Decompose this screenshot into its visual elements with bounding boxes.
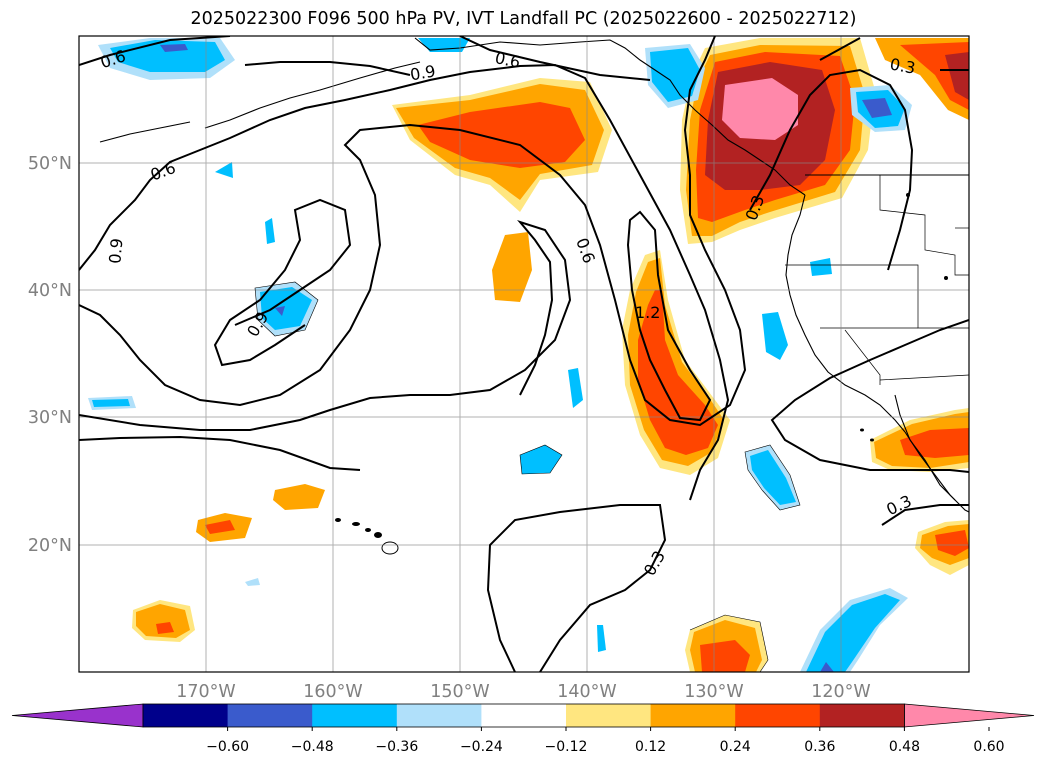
lon-label: 170°W: [176, 682, 235, 702]
lon-label: 130°W: [684, 682, 743, 702]
pv-shading: [88, 38, 969, 672]
colorbar-tick-label: 0.12: [635, 739, 666, 755]
lon-label: 150°W: [430, 682, 489, 702]
colorbar-tick-label: 0.48: [889, 739, 920, 755]
contour-label: 0.6: [572, 235, 599, 265]
colorbar-tick-label: −0.12: [545, 739, 588, 755]
contour-label: 1.2: [635, 303, 660, 322]
contour-label: 0.9: [105, 237, 126, 264]
colorbar-segment: [143, 704, 229, 727]
colorbar-tick-label: −0.36: [375, 739, 418, 755]
colorbar-segment: [904, 703, 1035, 728]
colorbar-tick-label: −0.24: [460, 739, 503, 755]
contour-label: 0.3: [888, 55, 916, 78]
colorbar-tick-label: −0.48: [291, 739, 334, 755]
colorbar-segment: [566, 704, 652, 727]
contour-label: 0.6: [493, 48, 522, 72]
colorbar-tick-label: 0.36: [804, 739, 835, 755]
lon-label: 160°W: [303, 682, 362, 702]
colorbar-frame: [142, 703, 905, 728]
colorbar-segment: [650, 704, 736, 727]
gridlines: [79, 36, 969, 672]
colorbar-segment: [735, 704, 821, 727]
colorbar-segment: [396, 704, 482, 727]
map-title: 2025022300 F096 500 hPa PV, IVT Landfall…: [190, 9, 857, 29]
coastlines: [99, 37, 969, 513]
contour-label: 0.6: [148, 158, 178, 185]
colorbar-segment: [819, 704, 905, 727]
map-frame: [78, 35, 970, 673]
lon-label: 140°W: [557, 682, 616, 702]
pv-contours: [79, 36, 969, 672]
lat-label: 40°N: [28, 281, 72, 301]
lat-label: 50°N: [28, 154, 72, 174]
contour-label: 0.3: [883, 491, 914, 519]
colorbar-segment: [481, 704, 567, 727]
colorbar: −0.60 −0.48 −0.36 −0.24 −0.12 0.12 0.24 0.36 0.4…: [11, 703, 1035, 755]
lon-label: 120°W: [811, 682, 870, 702]
lat-label: 20°N: [28, 536, 72, 556]
colorbar-segment: [312, 704, 398, 727]
contour-label: 0.9: [409, 61, 437, 84]
colorbar-segment: [227, 704, 313, 727]
colorbar-tick-label: −0.60: [206, 739, 249, 755]
colorbar-segment: [11, 703, 144, 728]
lat-label: 30°N: [28, 408, 72, 428]
colorbar-tick-label: 0.60: [973, 739, 1004, 755]
colorbar-tick-label: 0.24: [720, 739, 751, 755]
